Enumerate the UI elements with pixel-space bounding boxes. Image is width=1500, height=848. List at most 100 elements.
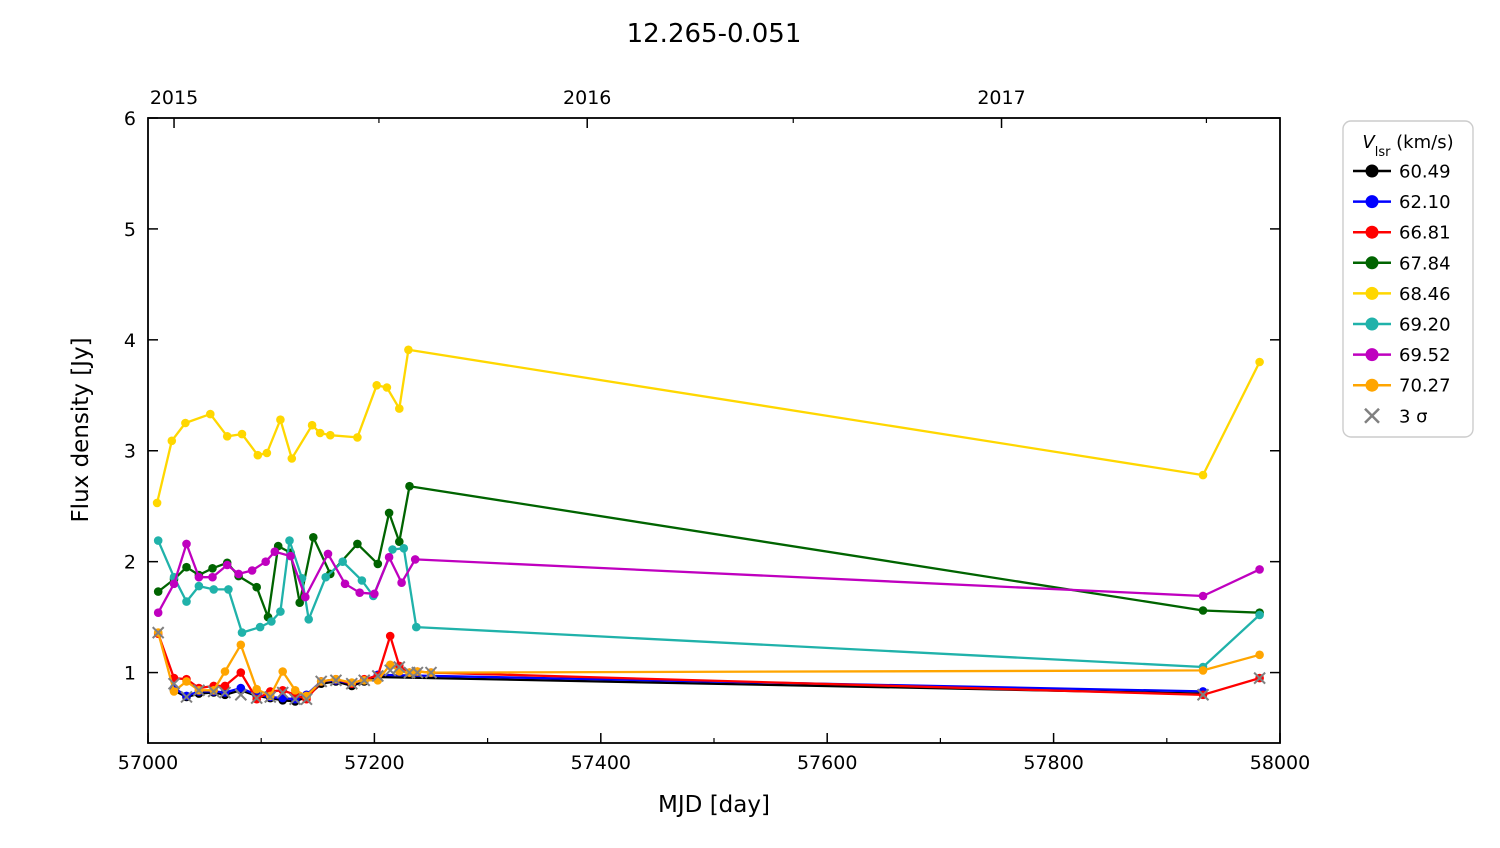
data-point (194, 581, 204, 591)
legend-marker (1365, 286, 1379, 300)
legend-label: 66.81 (1399, 223, 1451, 244)
data-point (397, 578, 406, 587)
series-67.84 (153, 481, 1264, 622)
data-point (385, 631, 395, 641)
x-tick-label: 58000 (1250, 752, 1310, 774)
sigma-x-marker (424, 666, 438, 679)
sigma-x-marker (151, 626, 165, 639)
data-point (395, 404, 404, 413)
sigma-x-marker (250, 691, 263, 705)
data-point (355, 588, 365, 597)
sigma-x-marker (314, 675, 328, 688)
data-point (255, 622, 265, 632)
sigma-x-marker (288, 692, 302, 706)
sigma-x-marker (358, 674, 371, 687)
chart-title: 12.265-0.051 (627, 19, 802, 49)
data-point (323, 549, 333, 559)
sigma-x-marker (1196, 688, 1210, 701)
legend-label: 69.52 (1399, 345, 1451, 366)
sigma-x-marker (234, 688, 248, 701)
sigma-x-marker (167, 677, 181, 690)
data-point (222, 560, 232, 570)
data-point (326, 430, 335, 440)
data-point (224, 585, 233, 594)
data-point (234, 569, 243, 579)
legend-marker (1365, 256, 1379, 270)
legend-marker (1365, 317, 1379, 331)
data-point (270, 547, 280, 556)
sigma-x-marker (218, 686, 232, 699)
data-point (373, 559, 383, 569)
series-line-62.10 (172, 673, 1205, 701)
data-point (252, 684, 261, 694)
data-point (295, 598, 305, 607)
sigma-x-marker (1253, 671, 1266, 685)
data-point (315, 428, 325, 438)
y-tick-label: 6 (124, 108, 136, 130)
axes-frame: 57000 57200 57400 57600 57800 58000 2015 2016 20… (118, 87, 1310, 774)
legend-sigma-label: 3 σ (1399, 406, 1428, 427)
sigma-x-marker (300, 692, 313, 706)
legend-marker (1365, 164, 1379, 178)
data-point (395, 667, 404, 676)
data-point (169, 687, 179, 696)
sigma-x-marker (264, 690, 277, 704)
legend-label: 62.10 (1399, 192, 1451, 213)
data-point (286, 551, 295, 561)
data-point (395, 537, 404, 546)
data-point (182, 597, 191, 606)
data-point (208, 572, 217, 582)
data-point (253, 450, 263, 460)
legend-entry-66.81: 66.81 (1353, 223, 1451, 244)
y-tick-label: 1 (124, 663, 136, 685)
legend-title: Vlsr (km/s) (1362, 132, 1453, 160)
data-point (1255, 650, 1264, 660)
sigma-x-marker (276, 686, 289, 699)
data-point (384, 508, 394, 518)
legend-label: 69.20 (1399, 315, 1451, 336)
legend-sigma-x-marker (1364, 407, 1380, 424)
legend-entry-68.46: 68.46 (1353, 284, 1451, 305)
year-label: 2016 (563, 87, 611, 109)
data-point (236, 668, 246, 677)
data-point (169, 579, 179, 589)
data-point (307, 420, 317, 430)
data-point (405, 481, 414, 491)
data-point (1198, 591, 1208, 601)
sigma-x-marker (329, 674, 343, 687)
sigma-x-marker (384, 664, 397, 677)
data-point (338, 557, 348, 566)
data-point (182, 562, 191, 572)
series-68.46 (152, 345, 1264, 508)
data-point (1198, 606, 1208, 615)
sigma-x-marker (345, 677, 358, 690)
legend-label: 67.84 (1399, 253, 1451, 274)
legend-entry-67.84: 67.84 (1353, 253, 1451, 274)
data-point (267, 617, 276, 626)
data-point (372, 381, 382, 390)
data-point (278, 667, 288, 676)
series-69.52 (153, 539, 1264, 617)
data-point (236, 640, 246, 650)
y-tick-label: 4 (124, 330, 136, 352)
x-tick-label: 57600 (797, 752, 857, 774)
data-point (182, 539, 191, 549)
data-point (220, 667, 230, 676)
data-point (353, 539, 362, 549)
legend-label: 68.46 (1399, 284, 1451, 305)
data-point (247, 566, 257, 575)
x-tick-label: 57400 (571, 752, 631, 774)
data-point (182, 677, 191, 686)
data-point (287, 454, 297, 463)
data-point (209, 585, 218, 594)
data-point (1198, 470, 1208, 480)
legend-marker (1365, 348, 1379, 362)
data-point (1255, 610, 1264, 620)
data-point (220, 681, 230, 691)
series-line-69.20 (157, 539, 1261, 669)
legend-marker (1365, 195, 1379, 209)
data-point (153, 608, 163, 617)
series-line-68.46 (155, 348, 1261, 505)
data-point (206, 409, 215, 419)
